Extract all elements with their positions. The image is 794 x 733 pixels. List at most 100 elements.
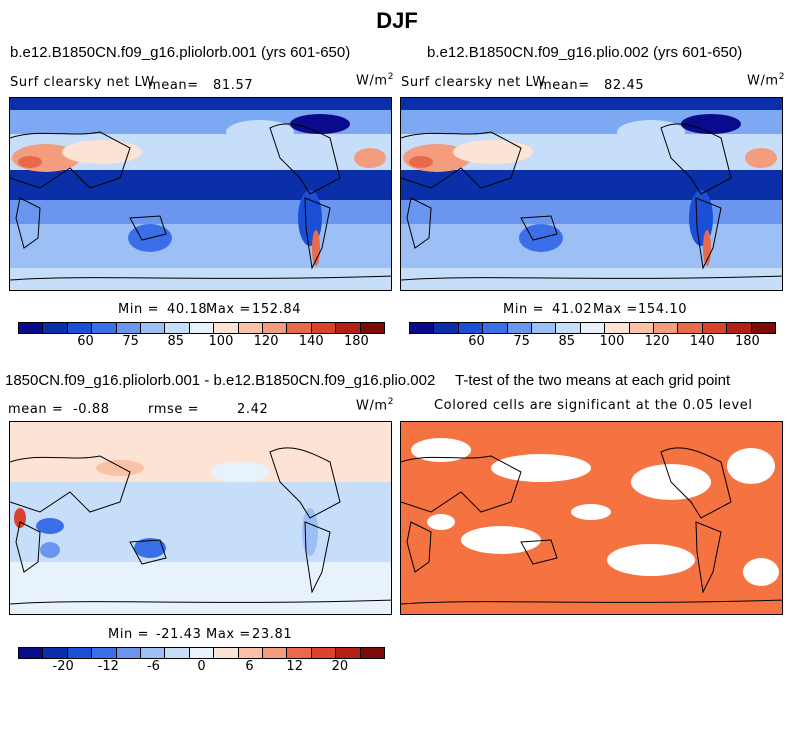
panel2-tick-4: 120 — [644, 334, 670, 349]
panel3-colorbar-ticks: -20 -12 -6 0 6 12 20 — [18, 659, 385, 677]
colorbar-swatch — [311, 323, 337, 333]
panel2-mean-label: mean= — [539, 78, 590, 93]
colorbar-swatch — [165, 323, 190, 333]
panel1-map — [9, 97, 392, 291]
colorbar-swatch — [141, 648, 166, 658]
panel1-tick-3: 100 — [208, 334, 234, 349]
panel3-max-label: Max = — [206, 627, 251, 642]
panel2-units: W/m2 — [747, 72, 786, 89]
panel2-colorbar-ticks: 60 75 85 100 120 140 180 — [409, 334, 776, 352]
colorbar-swatch — [434, 323, 459, 333]
panel1-tick-5: 140 — [298, 334, 324, 349]
colorbar-swatch — [19, 323, 44, 333]
panel3-tick-5: 12 — [286, 659, 303, 674]
panel3-tick-6: 20 — [331, 659, 349, 674]
colorbar-swatch — [483, 323, 508, 333]
colorbar-swatch — [727, 323, 752, 333]
panel3-mean-value: -0.88 — [73, 402, 110, 417]
panel2-map — [400, 97, 783, 291]
colorbar-swatch — [189, 648, 215, 658]
colorbar-swatch — [214, 648, 239, 658]
colorbar-swatch — [336, 648, 361, 658]
panel4-subtitle: Colored cells are significant at the 0.0… — [434, 398, 753, 413]
colorbar-swatch — [654, 323, 679, 333]
panel3-tick-4: 6 — [245, 659, 254, 674]
panel2-min-label: Min = — [503, 302, 545, 317]
colorbar-swatch — [92, 648, 117, 658]
panel2-tick-5: 140 — [689, 334, 715, 349]
colorbar-swatch — [556, 323, 581, 333]
colorbar-swatch — [287, 323, 312, 333]
colorbar-swatch — [410, 323, 435, 333]
panel1-mean-value: 81.57 — [213, 78, 254, 93]
colorbar-swatch — [287, 648, 312, 658]
colorbar-swatch — [360, 323, 385, 333]
colorbar-swatch — [605, 323, 630, 333]
colorbar-swatch — [67, 648, 93, 658]
colorbar-swatch — [43, 648, 68, 658]
panel3-min-label: Min = — [108, 627, 150, 642]
panel1-min: 40.18 — [167, 302, 208, 317]
colorbar-swatch — [43, 323, 68, 333]
panel1-min-label: Min = — [118, 302, 160, 317]
panel2-tick-3: 100 — [599, 334, 625, 349]
colorbar-swatch — [629, 323, 655, 333]
panel1-title: b.e12.B1850CN.f09_g16.pliolorb.001 (yrs … — [10, 44, 351, 61]
panel3-map — [9, 421, 392, 615]
panel2-tick-2: 85 — [558, 334, 576, 349]
panel1-tick-1: 75 — [122, 334, 139, 349]
panel2-tick-1: 75 — [513, 334, 530, 349]
colorbar-swatch — [141, 323, 166, 333]
panel3-colorbar — [18, 647, 385, 659]
figure-title: DJF — [376, 8, 418, 33]
panel3-max: 23.81 — [252, 627, 293, 642]
colorbar-swatch — [336, 323, 361, 333]
colorbar-swatch — [238, 648, 264, 658]
panel2-max: 154.10 — [638, 302, 688, 317]
colorbar-swatch — [116, 323, 142, 333]
colorbar-swatch — [263, 648, 288, 658]
panel3-tick-3: 0 — [197, 659, 206, 674]
panel4-map — [400, 421, 783, 615]
panel1-max: 152.84 — [252, 302, 302, 317]
colorbar-swatch — [263, 323, 288, 333]
colorbar-swatch — [532, 323, 557, 333]
panel3-tick-2: -6 — [146, 659, 160, 674]
panel3-rmse-value: 2.42 — [237, 402, 269, 417]
panel2-variable: Surf clearsky net LW — [401, 75, 546, 90]
colorbar-swatch — [360, 648, 385, 658]
colorbar-swatch — [19, 648, 44, 658]
colorbar-swatch — [189, 323, 215, 333]
colorbar-swatch — [67, 323, 93, 333]
panel3-title: 1850CN.f09_g16.pliolorb.001 - b.e12.B185… — [5, 372, 436, 389]
panel3-rmse-label: rmse = — [148, 402, 200, 417]
panel2-tick-0: 60 — [468, 334, 485, 349]
panel1-max-label: Max = — [206, 302, 251, 317]
panel1-units: W/m2 — [356, 72, 395, 89]
panel2-max-label: Max = — [593, 302, 638, 317]
colorbar-swatch — [238, 323, 264, 333]
colorbar-swatch — [507, 323, 533, 333]
colorbar-swatch — [458, 323, 484, 333]
panel3-tick-1: -12 — [97, 659, 119, 674]
panel1-tick-0: 60 — [77, 334, 94, 349]
panel2-min: 41.02 — [552, 302, 593, 317]
colorbar-swatch — [165, 648, 190, 658]
panel2-tick-6: 180 — [734, 334, 760, 349]
colorbar-swatch — [751, 323, 776, 333]
panel3-min: -21.43 — [156, 627, 202, 642]
panel2-mean-value: 82.45 — [604, 78, 645, 93]
panel1-mean-label: mean= — [148, 78, 199, 93]
panel3-tick-0: -20 — [52, 659, 74, 674]
colorbar-swatch — [311, 648, 337, 658]
panel4-title: T-test of the two means at each grid poi… — [455, 372, 731, 389]
colorbar-swatch — [678, 323, 703, 333]
panel2-title: b.e12.B1850CN.f09_g16.plio.002 (yrs 601-… — [427, 44, 743, 61]
colorbar-swatch — [214, 323, 239, 333]
colorbar-swatch — [580, 323, 606, 333]
panel1-colorbar — [18, 322, 385, 334]
colorbar-swatch — [92, 323, 117, 333]
panel1-tick-2: 85 — [167, 334, 185, 349]
colorbar-swatch — [116, 648, 142, 658]
panel3-mean-label: mean = — [8, 402, 64, 417]
